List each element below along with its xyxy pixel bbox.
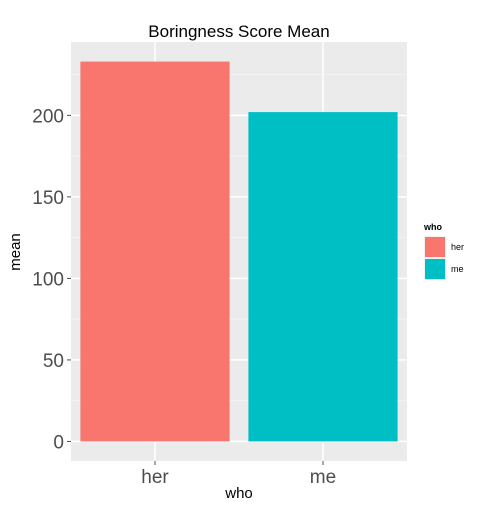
y-axis-label: mean — [7, 233, 24, 271]
y-axis-ticks: 0 50 100 150 200 — [32, 106, 71, 453]
x-axis-label: who — [224, 485, 253, 502]
y-tick-label: 100 — [32, 269, 64, 290]
bars — [80, 61, 398, 442]
legend: who her me — [423, 222, 464, 280]
legend-swatch-me — [425, 259, 445, 279]
legend-label-me: me — [451, 264, 464, 274]
y-tick-label: 150 — [32, 188, 64, 209]
y-tick-label: 200 — [32, 106, 64, 127]
legend-title: who — [423, 222, 442, 232]
bar-me — [248, 112, 398, 442]
x-tick-label-me: me — [310, 467, 336, 488]
chart-title: Boringness Score Mean — [148, 22, 329, 41]
x-tick-label-her: her — [141, 467, 169, 488]
y-tick-label: 0 — [53, 432, 64, 453]
bar-her — [80, 61, 230, 442]
x-axis-ticks: her me — [141, 461, 336, 488]
legend-swatch-her — [425, 237, 445, 257]
y-tick-label: 50 — [43, 351, 64, 372]
legend-label-her: her — [451, 242, 464, 252]
